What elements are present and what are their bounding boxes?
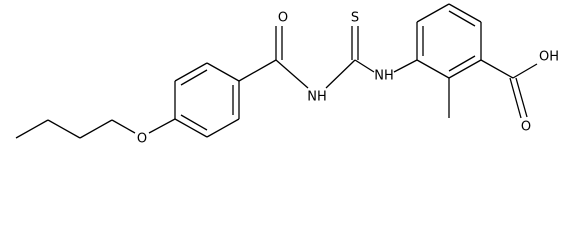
atom-label: S	[351, 11, 359, 26]
atom-label: O	[137, 132, 147, 147]
atom-label: O	[278, 11, 288, 26]
atom-label: O	[521, 120, 531, 135]
molecule-diagram: O S NH NH OH O O	[15, 3, 559, 147]
atom-label: OH	[539, 50, 559, 65]
atom-label: NH	[374, 69, 394, 84]
bonds	[15, 3, 538, 139]
atom-label: NH	[307, 90, 327, 105]
